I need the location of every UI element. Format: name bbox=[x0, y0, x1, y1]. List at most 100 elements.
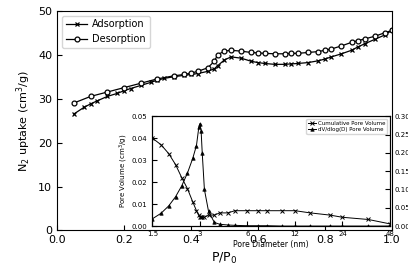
Adsorption bbox=[322, 57, 327, 61]
dV/dlog(D) Pore Volume bbox=[200, 151, 205, 154]
Desorption bbox=[138, 82, 143, 85]
Y-axis label: N$_2$ uptake (cm$^3$/g): N$_2$ uptake (cm$^3$/g) bbox=[14, 69, 33, 172]
Adsorption bbox=[262, 62, 267, 65]
Desorption bbox=[228, 49, 233, 52]
dV/dlog(D) Pore Volume bbox=[159, 212, 164, 215]
dV/dlog(D) Pore Volume bbox=[293, 225, 297, 228]
dV/dlog(D) Pore Volume bbox=[202, 188, 207, 191]
Adsorption bbox=[282, 63, 287, 66]
dV/dlog(D) Pore Volume bbox=[150, 217, 155, 220]
Adsorption bbox=[215, 64, 220, 67]
Desorption bbox=[383, 31, 388, 34]
Desorption bbox=[322, 49, 327, 52]
Adsorption bbox=[195, 72, 200, 75]
Desorption bbox=[188, 72, 193, 75]
dV/dlog(D) Pore Volume bbox=[173, 195, 178, 198]
Adsorption bbox=[383, 33, 388, 36]
dV/dlog(D) Pore Volume bbox=[255, 224, 260, 227]
Adsorption bbox=[128, 87, 133, 90]
dV/dlog(D) Pore Volume bbox=[196, 126, 201, 129]
Adsorption bbox=[249, 60, 254, 63]
Desorption bbox=[282, 52, 287, 55]
dV/dlog(D) Pore Volume bbox=[199, 129, 204, 132]
dV/dlog(D) Pore Volume bbox=[180, 184, 184, 187]
Adsorption bbox=[349, 49, 354, 52]
Adsorption bbox=[149, 81, 153, 84]
Desorption bbox=[71, 101, 76, 105]
Adsorption bbox=[289, 62, 294, 65]
Line: Desorption: Desorption bbox=[71, 28, 394, 105]
Desorption bbox=[212, 60, 217, 63]
dV/dlog(D) Pore Volume bbox=[308, 225, 313, 228]
Desorption bbox=[155, 77, 160, 80]
Adsorption bbox=[162, 77, 166, 80]
dV/dlog(D) Pore Volume bbox=[233, 224, 237, 227]
dV/dlog(D) Pore Volume bbox=[190, 157, 195, 160]
Adsorption bbox=[71, 112, 76, 116]
Adsorption bbox=[295, 62, 300, 65]
Desorption bbox=[329, 47, 334, 51]
dV/dlog(D) Pore Volume bbox=[280, 225, 285, 228]
dV/dlog(D) Pore Volume bbox=[194, 144, 199, 147]
Adsorption bbox=[373, 38, 377, 41]
Adsorption bbox=[205, 70, 210, 73]
Desorption bbox=[215, 53, 220, 56]
Desorption bbox=[272, 52, 277, 55]
Adsorption bbox=[172, 75, 177, 78]
Adsorption bbox=[255, 61, 260, 64]
Adsorption bbox=[105, 95, 110, 98]
Desorption bbox=[182, 73, 187, 76]
dV/dlog(D) Pore Volume bbox=[265, 224, 270, 227]
Adsorption bbox=[138, 84, 143, 87]
X-axis label: P/P$_0$: P/P$_0$ bbox=[211, 251, 237, 266]
Desorption bbox=[195, 70, 200, 73]
Desorption bbox=[339, 44, 344, 47]
Adsorption bbox=[122, 89, 126, 92]
Line: Adsorption: Adsorption bbox=[71, 28, 394, 116]
Adsorption bbox=[362, 42, 367, 45]
Adsorption bbox=[115, 92, 120, 95]
Desorption bbox=[172, 74, 177, 77]
Adsorption bbox=[316, 59, 321, 62]
Desorption bbox=[306, 51, 310, 54]
Desorption bbox=[362, 37, 367, 40]
Desorption bbox=[295, 52, 300, 55]
dV/dlog(D) Pore Volume bbox=[185, 171, 190, 174]
Desorption bbox=[122, 86, 126, 89]
Adsorption bbox=[228, 55, 233, 58]
Desorption bbox=[105, 90, 110, 94]
Desorption bbox=[389, 29, 394, 32]
Desorption bbox=[262, 52, 267, 55]
Adsorption bbox=[82, 106, 86, 109]
Desorption bbox=[222, 50, 227, 53]
Desorption bbox=[249, 51, 254, 54]
Desorption bbox=[88, 95, 93, 98]
dV/dlog(D) Pore Volume bbox=[197, 122, 202, 125]
Adsorption bbox=[188, 73, 193, 76]
dV/dlog(D) Pore Volume bbox=[340, 225, 345, 228]
Adsorption bbox=[222, 58, 227, 62]
Adsorption bbox=[212, 67, 217, 70]
Desorption bbox=[255, 51, 260, 54]
Legend: Adsorption, Desorption: Adsorption, Desorption bbox=[62, 16, 150, 48]
dV/dlog(D) Pore Volume bbox=[206, 210, 211, 213]
dV/dlog(D) Pore Volume bbox=[328, 225, 333, 228]
dV/dlog(D) Pore Volume bbox=[366, 225, 371, 228]
Adsorption bbox=[272, 63, 277, 66]
Desorption bbox=[356, 39, 361, 42]
Adsorption bbox=[356, 45, 361, 48]
Adsorption bbox=[155, 79, 160, 82]
dV/dlog(D) Pore Volume bbox=[166, 204, 171, 207]
dV/dlog(D) Pore Volume bbox=[217, 223, 222, 226]
dV/dlog(D) Pore Volume bbox=[212, 221, 217, 224]
dV/dlog(D) Pore Volume bbox=[225, 224, 230, 227]
dV/dlog(D) Pore Volume bbox=[388, 225, 392, 228]
Desorption bbox=[349, 41, 354, 44]
Adsorption bbox=[88, 102, 93, 106]
Adsorption bbox=[389, 29, 394, 32]
Adsorption bbox=[95, 99, 100, 102]
Adsorption bbox=[329, 55, 334, 58]
Adsorption bbox=[339, 52, 344, 55]
Desorption bbox=[289, 52, 294, 55]
Line: dV/dlog(D) Pore Volume: dV/dlog(D) Pore Volume bbox=[151, 122, 392, 228]
